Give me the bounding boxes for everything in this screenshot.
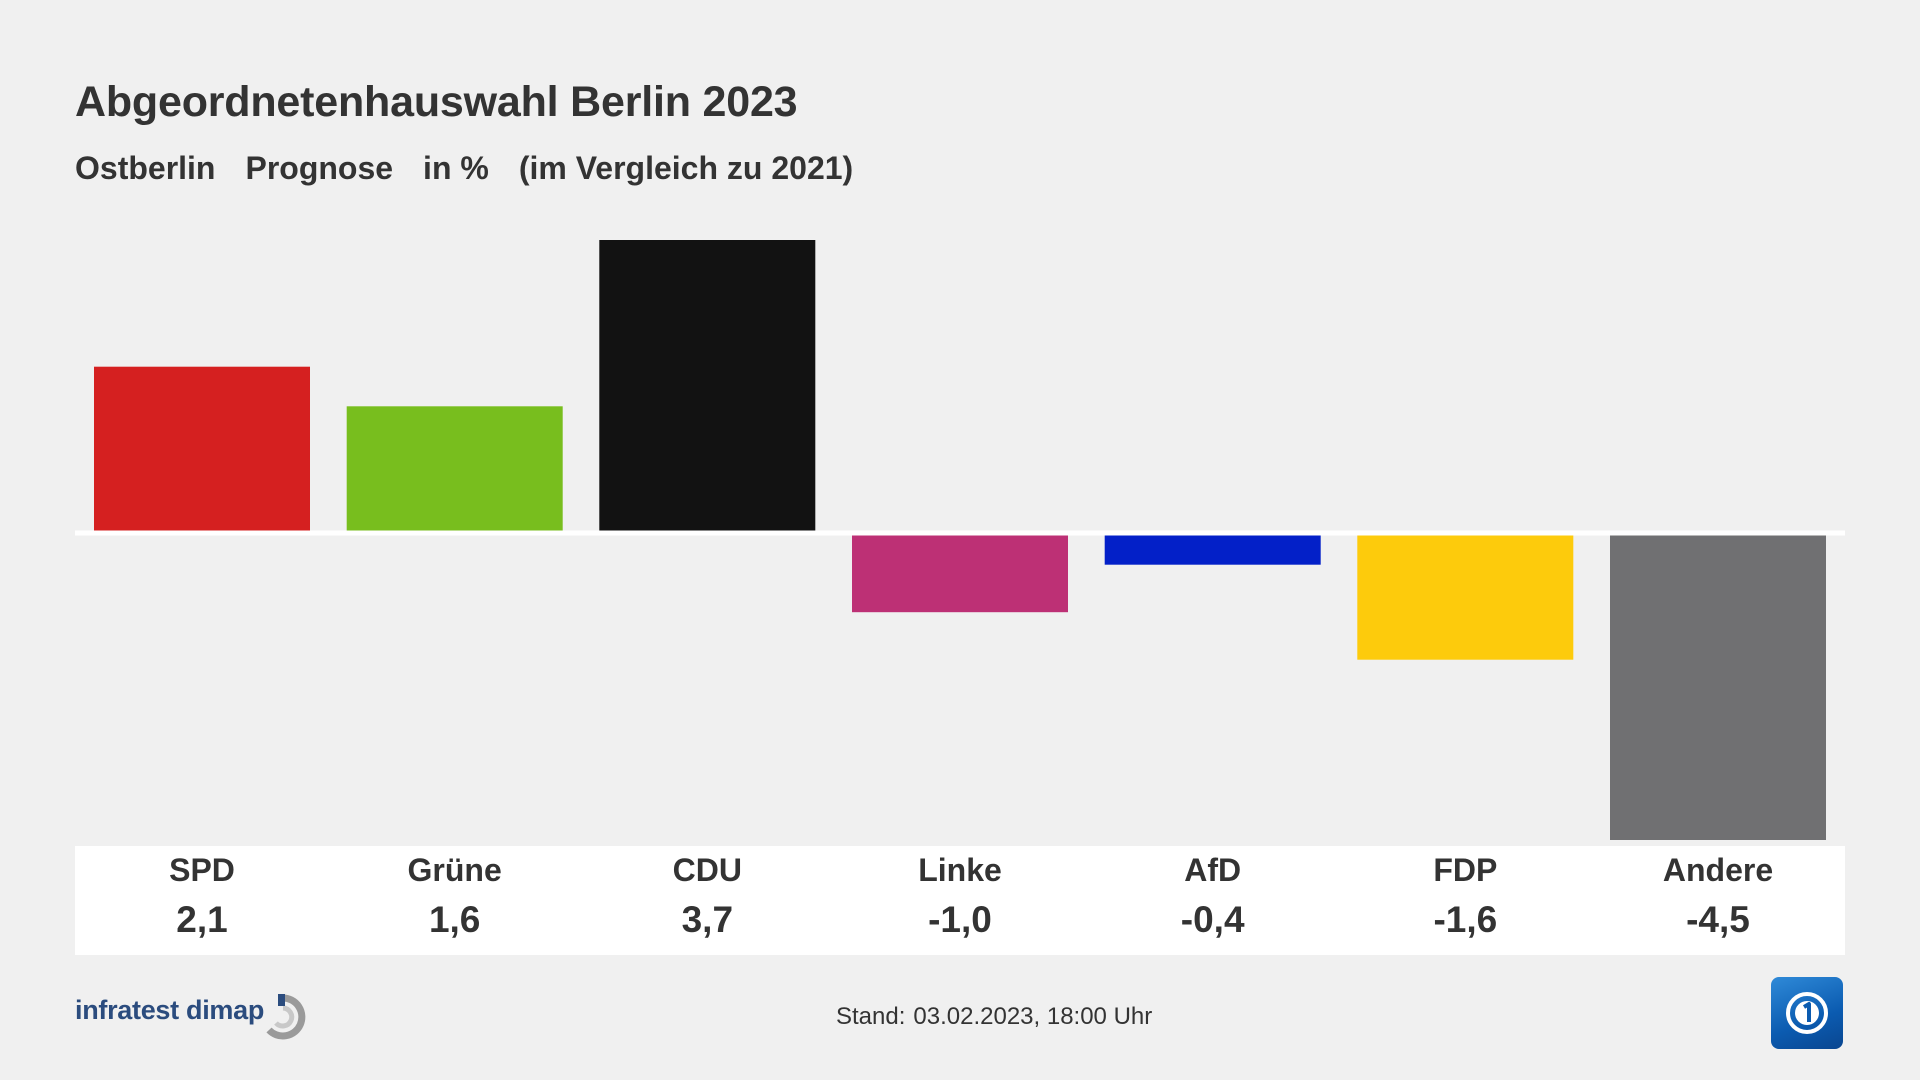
party-name: Linke bbox=[918, 852, 1002, 888]
chart-title: Abgeordnetenhauswahl Berlin 2023 bbox=[75, 78, 798, 126]
party-label-cell: Grüne 1,6 bbox=[347, 846, 563, 941]
party-name: CDU bbox=[672, 852, 742, 888]
bar-afd bbox=[1104, 533, 1321, 565]
party-value: 3,7 bbox=[681, 899, 734, 940]
zero-baseline bbox=[75, 530, 1845, 536]
party-value: -1,0 bbox=[928, 899, 992, 940]
party-value: -0,4 bbox=[1180, 899, 1245, 940]
party-label-cell: SPD 2,1 bbox=[94, 846, 310, 941]
bar-cdu bbox=[599, 240, 816, 533]
bar-andere bbox=[1610, 533, 1826, 840]
party-value: 1,6 bbox=[428, 899, 481, 940]
subtitle-region: Ostberlin bbox=[75, 150, 216, 186]
party-name: Grüne bbox=[407, 852, 502, 888]
party-labels-panel: SPD 2,1 Grüne 1,6 CDU 3,7 Linke -1,0 AfD -0,4 FDP -… bbox=[75, 846, 1845, 955]
party-name: AfD bbox=[1184, 852, 1242, 888]
party-value: -1,6 bbox=[1433, 899, 1498, 940]
party-label-cell: CDU 3,7 bbox=[599, 846, 815, 941]
source-label: infratest dimap bbox=[75, 995, 265, 1025]
bar-fdp bbox=[1357, 533, 1574, 660]
party-name: FDP bbox=[1433, 852, 1498, 888]
subtitle-kind: Prognose bbox=[245, 150, 394, 186]
party-label-cell: FDP -1,6 bbox=[1357, 846, 1573, 941]
stand-label: Stand: bbox=[836, 1003, 906, 1030]
party-name: Andere bbox=[1662, 852, 1774, 888]
party-label-cell: AfD -0,4 bbox=[1105, 846, 1321, 941]
bar-linke bbox=[852, 533, 1068, 613]
bar-spd bbox=[94, 366, 310, 533]
stand-timestamp: Stand: 03.02.2023, 18:00 Uhr bbox=[836, 1003, 1152, 1031]
party-value: 2,1 bbox=[176, 899, 228, 940]
infratest-dimap-logo-icon bbox=[266, 994, 306, 1040]
ard-das-erste-logo-icon bbox=[1771, 977, 1843, 1049]
subtitle-unit: in % bbox=[423, 150, 489, 186]
subtitle-comparison: (im Vergleich zu 2021) bbox=[518, 150, 854, 186]
party-label-cell: Andere -4,5 bbox=[1610, 846, 1826, 941]
party-label-cell: Linke -1,0 bbox=[852, 846, 1068, 941]
party-value: -4,5 bbox=[1686, 899, 1750, 940]
stand-value: 03.02.2023, 18:00 Uhr bbox=[913, 1003, 1153, 1030]
bar-grüne bbox=[346, 406, 563, 533]
chart-subtitle: Ostberlin Prognose in % (im Vergleich zu 20… bbox=[75, 150, 853, 187]
bar-chart bbox=[75, 240, 1845, 840]
party-name: SPD bbox=[169, 852, 235, 888]
